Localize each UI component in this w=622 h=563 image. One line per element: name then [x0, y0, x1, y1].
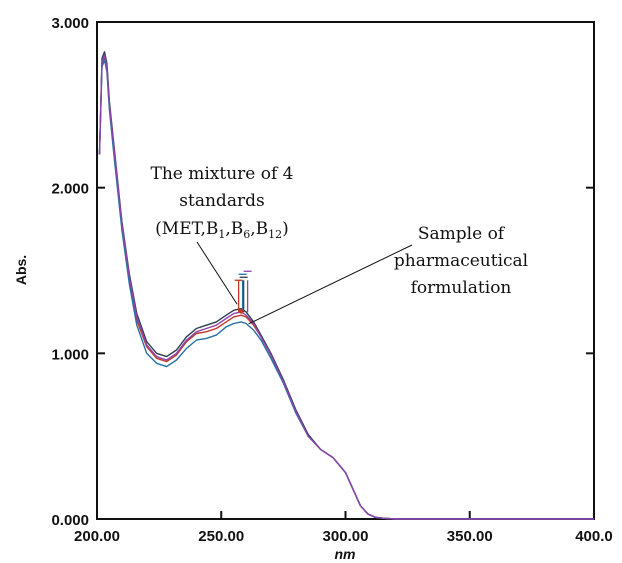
leader-line-mixture — [196, 241, 238, 305]
formula-sub-1: 1 — [218, 228, 225, 241]
leader-line-sample — [248, 244, 413, 325]
series-line-1 — [98, 56, 594, 520]
annotation-mixture-line1: The mixture of 4 — [150, 164, 293, 184]
formula-mid-1: ,B — [225, 219, 243, 239]
formula-close: ) — [282, 219, 289, 239]
formula-open: (MET,B — [155, 219, 218, 239]
formula-sub-12: 12 — [268, 228, 282, 241]
series-line-2 — [98, 51, 594, 520]
y-axis-label: Abs. — [13, 255, 29, 285]
annotation-mixture-formula: (MET,B1,B6,B12) — [155, 219, 289, 241]
formula-mid-2: ,B — [250, 219, 268, 239]
series-layer — [98, 51, 594, 520]
x-axis-ticks: 200.00 250.00 300.00 350.00 400.0 — [74, 511, 613, 545]
series-line-4 — [98, 54, 594, 520]
x-axis-label: nm — [335, 546, 356, 562]
annotation-mixture-line2: standards — [179, 191, 264, 211]
annotation-sample-line2: pharmaceutical — [394, 251, 528, 271]
y-tick-label: 3.000 — [51, 15, 89, 32]
series-line-3 — [98, 59, 594, 520]
x-tick-label: 350.00 — [447, 528, 493, 545]
annotation-sample-line3: formulation — [411, 278, 512, 298]
peak-dot — [238, 308, 244, 314]
y-tick-label: 2.000 — [51, 181, 89, 198]
y-tick-label: 1.000 — [51, 346, 89, 363]
annotation-layer — [196, 241, 413, 325]
annotation-sample-line1: Sample of — [418, 224, 506, 244]
x-tick-label: 250.00 — [198, 528, 244, 545]
x-tick-label: 300.00 — [323, 528, 369, 545]
x-tick-label: 200.00 — [74, 528, 120, 545]
x-tick-label: 400.0 — [575, 528, 613, 545]
y-tick-label: 0.000 — [51, 512, 89, 529]
formula-sub-6: 6 — [243, 228, 250, 241]
y-axis-ticks: 0.000 1.000 2.000 3.000 — [51, 15, 594, 529]
